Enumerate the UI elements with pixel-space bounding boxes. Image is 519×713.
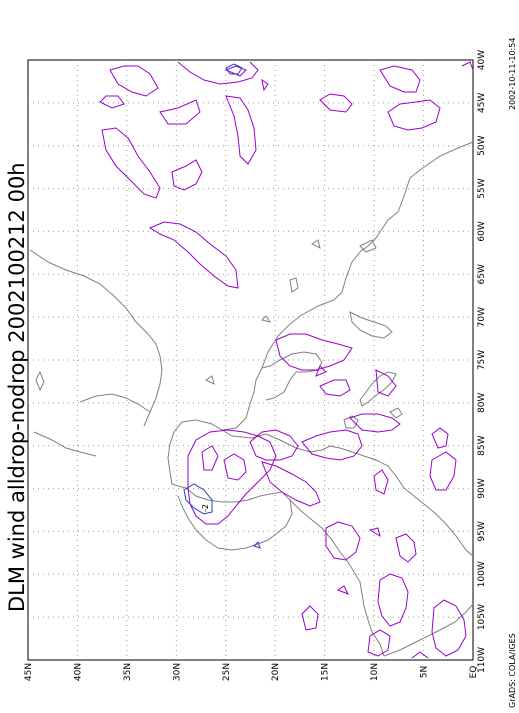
longitude-labels: 40W 45W 50W 55W 60W 65W 70W 75W 80W 85W 90W 95W 100W… [477,50,487,673]
coastline [29,141,474,657]
lon-label: 80W [477,393,487,413]
graticule [28,60,473,660]
lon-label: 95W [477,521,487,541]
map-title: DLM wind alldrop-nodrop 2002100212 00h [5,162,29,612]
lon-label: 110W [477,647,487,673]
lon-label: 65W [477,264,487,284]
lat-label: 30N [172,663,182,681]
lat-label: 45N [24,663,34,681]
lon-label: 55W [477,178,487,198]
lon-label: 75W [477,350,487,370]
plot-frame [27,59,474,661]
lon-label: 100W [477,561,487,587]
lon-label: 85W [477,435,487,455]
lat-label: 20N [271,663,281,681]
lon-label: 45W [477,93,487,113]
contour-label: -2 [201,504,210,512]
lat-label: 15N [321,663,331,681]
lon-label: 105W [477,604,487,630]
lon-label: 90W [477,478,487,498]
credit-text: GrADS: COLA/IGES [508,633,517,708]
lat-label: 40N [73,663,83,681]
latitude-labels: 45N 40N 35N 30N 25N 20N 15N 10N 5N EQ [24,663,479,681]
lat-label: 10N [370,663,380,681]
lon-label: 60W [477,221,487,241]
lat-label: 35N [123,663,133,681]
negative-contours [183,63,261,549]
timestamp: 2002-10-11-10:54 [508,38,517,110]
lat-label: 25N [222,663,232,681]
lat-label: 5N [420,666,430,678]
lon-label: 50W [477,135,487,155]
lon-label: 70W [477,307,487,327]
lat-label: EQ [469,666,479,679]
positive-contours [99,61,474,659]
lon-label: 40W [477,50,487,70]
